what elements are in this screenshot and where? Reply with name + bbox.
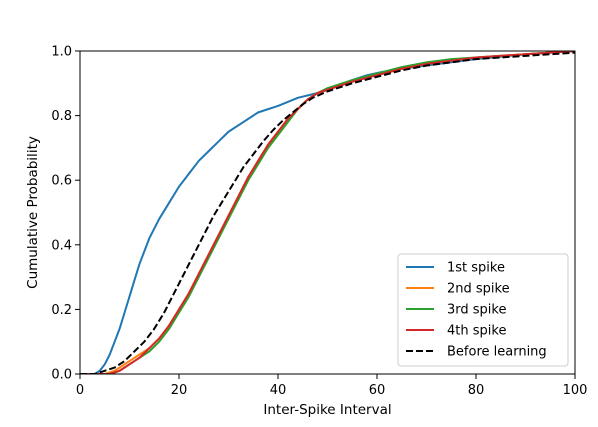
legend-label: 1st spike	[447, 261, 505, 276]
legend-box	[397, 253, 569, 367]
x-axis-label: Inter-Spike Interval	[263, 402, 391, 418]
legend-label: 3rd spike	[447, 303, 506, 318]
legend-label: Before learning	[447, 345, 547, 360]
x-tick-label: 100	[563, 383, 588, 398]
x-axis: 0 20 40 60 80 100	[76, 374, 588, 398]
legend-label: 4th spike	[447, 324, 506, 339]
x-tick-label: 80	[468, 383, 485, 398]
axes-frame	[79, 50, 576, 375]
y-tick-label: 0.4	[51, 238, 72, 253]
legend-label: 2nd spike	[447, 282, 510, 297]
y-axis: 0.0 0.2 0.4 0.6 0.8 1.0	[51, 45, 80, 383]
series-line-before-learning	[80, 51, 575, 374]
y-tick-label: 0.2	[51, 303, 72, 318]
y-axis-label: Cumulative Probability	[25, 136, 41, 289]
series-line-4th-spike	[80, 51, 575, 374]
x-tick-label: 60	[369, 383, 386, 398]
plot-area	[80, 51, 575, 374]
y-tick-label: 0.6	[51, 174, 72, 189]
legend: 1st spike 2nd spike 3rd spike 4th spike Befo…	[397, 253, 569, 367]
x-tick-label: 40	[270, 383, 287, 398]
x-tick-label: 0	[76, 383, 84, 398]
y-tick-label: 0.0	[51, 368, 72, 383]
y-tick-label: 0.8	[51, 109, 72, 124]
y-tick-label: 1.0	[51, 45, 72, 60]
series-line-3rd-spike	[80, 51, 575, 374]
x-tick-label: 20	[171, 383, 188, 398]
